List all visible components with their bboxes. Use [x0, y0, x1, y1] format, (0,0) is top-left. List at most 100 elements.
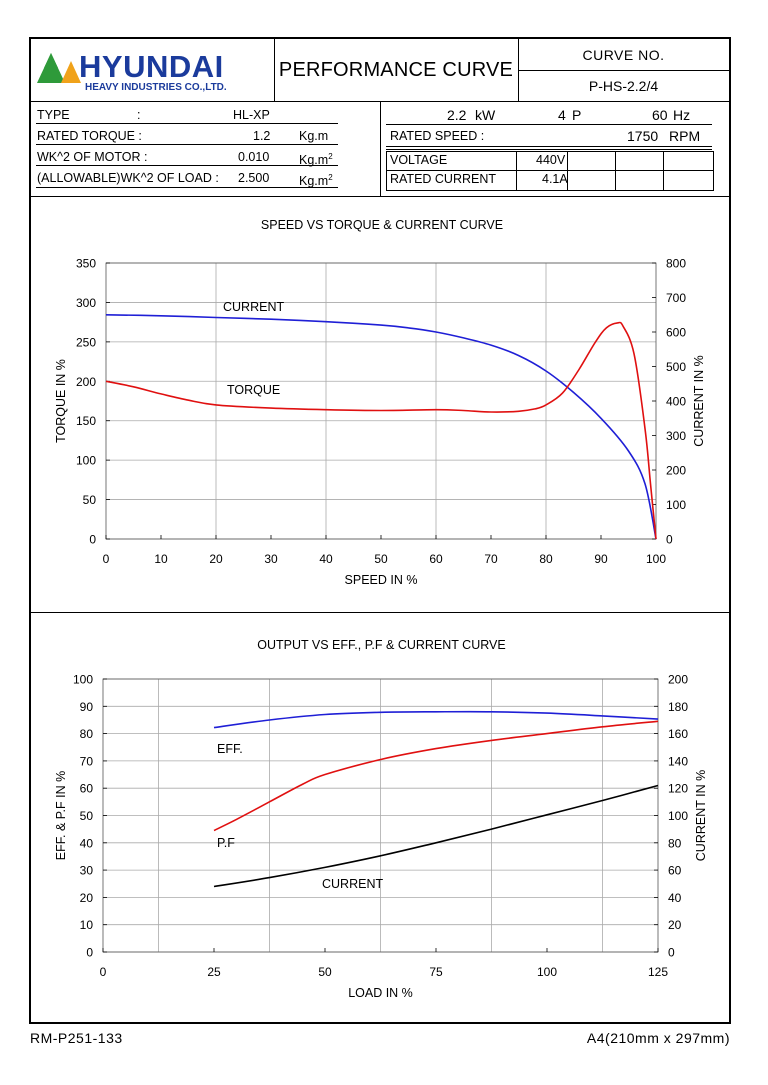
- chart-title: SPEED VS TORQUE & CURRENT CURVE: [261, 218, 503, 232]
- power-unit: kW: [475, 107, 496, 123]
- rated-speed-unit: RPM: [669, 128, 701, 144]
- y-tick-label: 150: [76, 414, 96, 428]
- y2-tick-label: 300: [666, 429, 686, 443]
- y2-tick-label: 40: [668, 891, 682, 905]
- series-annotation: TORQUE: [227, 383, 280, 397]
- chart-title: OUTPUT VS EFF., P.F & CURRENT CURVE: [257, 638, 505, 652]
- y-tick-label: 0: [86, 946, 93, 960]
- y2-tick-label: 160: [668, 727, 688, 741]
- y-tick-label: 80: [80, 727, 94, 741]
- electrical-col-3: [615, 151, 616, 190]
- y2-tick-label: 800: [666, 257, 686, 271]
- y-tick-label: 10: [80, 918, 94, 932]
- x-tick-label: 50: [318, 965, 332, 979]
- electrical-col-2: [567, 151, 568, 190]
- y-tick-label: 300: [76, 296, 96, 310]
- y-tick-label: 30: [80, 864, 94, 878]
- x-tick-label: 100: [646, 552, 666, 566]
- wk-motor-unit-text: Kg.m: [299, 153, 329, 168]
- y-axis-label: TORQUE IN %: [54, 359, 68, 443]
- y2-tick-label: 180: [668, 700, 688, 714]
- x-tick-label: 125: [648, 965, 668, 979]
- series-line-p-f: [213, 720, 659, 832]
- rated-torque-value: 1.2: [253, 129, 271, 143]
- x-tick-label: 50: [374, 552, 388, 566]
- y2-tick-label: 140: [668, 754, 688, 768]
- y2-tick-label: 400: [666, 395, 686, 409]
- voltage-value: 440V: [536, 153, 566, 167]
- x-tick-label: 30: [264, 552, 278, 566]
- y2-tick-label: 120: [668, 782, 688, 796]
- type-label: TYPE: [37, 108, 70, 122]
- rated-speed-value: 1750: [627, 128, 659, 144]
- y-tick-label: 250: [76, 335, 96, 349]
- rated-current-label: RATED CURRENT: [390, 172, 497, 186]
- output-eff-pf-current-chart: OUTPUT VS EFF., P.F & CURRENT CURVE 0 10 20…: [54, 638, 708, 1000]
- x-tick-label: 75: [429, 965, 443, 979]
- y2-tick-label: 200: [668, 673, 688, 687]
- y-tick-label: 70: [80, 754, 94, 768]
- y2-tick-label: 60: [668, 864, 682, 878]
- poles-value: 4: [558, 107, 566, 123]
- curve-no-value: P-HS-2.2/4: [588, 77, 659, 94]
- y-tick-label: 50: [83, 493, 97, 507]
- y-tick-label: 100: [73, 673, 93, 687]
- x-tick-label: 20: [209, 552, 223, 566]
- wk-load-value: 2.500: [238, 171, 270, 185]
- brand-subtitle: HEAVY INDUSTRIES CO.,LTD.: [85, 82, 227, 93]
- x-tick-label: 70: [484, 552, 498, 566]
- logo-cell: HYUNDAI HEAVY INDUSTRIES CO.,LTD.: [31, 39, 275, 101]
- y2-axis-label: CURRENT IN %: [692, 355, 706, 446]
- chart-separator: [31, 612, 729, 613]
- document-code: RM-P251-133: [30, 1030, 123, 1046]
- page-title: PERFORMANCE CURVE: [274, 39, 519, 101]
- x-tick-label: 25: [207, 965, 221, 979]
- frequency-value: 60: [652, 107, 668, 123]
- curve-no-label: CURVE NO.: [518, 39, 729, 71]
- wk-load-unit: Kg.m2: [299, 173, 333, 188]
- series-annotation: P.F: [217, 836, 235, 850]
- y2-tick-label: 80: [668, 836, 682, 850]
- series-line-eff: [213, 710, 659, 729]
- y-tick-label: 40: [80, 836, 94, 850]
- y2-tick-label: 600: [666, 326, 686, 340]
- rated-torque-label: RATED TORQUE :: [37, 129, 142, 143]
- x-tick-label: 100: [537, 965, 557, 979]
- electrical-table-midline: [386, 170, 713, 171]
- y2-tick-label: 20: [668, 918, 682, 932]
- y-tick-label: 100: [76, 454, 96, 468]
- wk-load-unit-sup: 2: [328, 173, 333, 182]
- wk-motor-label: WK^2 OF MOTOR :: [37, 150, 148, 164]
- y2-tick-label: 700: [666, 291, 686, 305]
- y-tick-label: 200: [76, 375, 96, 389]
- y-tick-label: 350: [76, 257, 96, 271]
- x-tick-label: 90: [594, 552, 608, 566]
- y-tick-label: 20: [80, 891, 94, 905]
- frequency-unit: Hz: [673, 107, 691, 123]
- x-tick-label: 80: [539, 552, 553, 566]
- wk-load-underline: [36, 187, 338, 188]
- spec-info: TYPE : HL-XP RATED TORQUE : 1.2 Kg.m WK^…: [31, 101, 729, 197]
- y2-tick-label: 200: [666, 464, 686, 478]
- rated-current-value: 4.1A: [542, 172, 568, 186]
- series-line-current: [213, 784, 659, 888]
- y-tick-label: 60: [80, 782, 94, 796]
- power-underline: [386, 124, 712, 125]
- wk-motor-value: 0.010: [238, 150, 270, 164]
- x-axis-label: SPEED IN %: [345, 573, 418, 587]
- paper-size: A4(210mm x 297mm): [586, 1030, 730, 1046]
- wk-load-label: (ALLOWABLE)WK^2 OF LOAD :: [37, 171, 219, 185]
- x-axis-label: LOAD IN %: [348, 986, 413, 1000]
- curve-number-cell: CURVE NO. P-HS-2.2/4: [518, 39, 729, 101]
- rated-torque-unit: Kg.m: [299, 129, 329, 143]
- hyundai-logo-icon: HYUNDAI HEAVY INDUSTRIES CO.,LTD.: [37, 49, 227, 93]
- x-tick-label: 10: [154, 552, 168, 566]
- series-line-torque: [105, 321, 657, 540]
- y2-tick-label: 0: [666, 533, 673, 547]
- series-line-current: [105, 314, 657, 540]
- x-tick-label: 0: [103, 552, 110, 566]
- type-value: HL-XP: [233, 108, 270, 122]
- y2-tick-label: 0: [668, 946, 675, 960]
- speed-torque-current-chart: SPEED VS TORQUE & CURRENT CURVE050100150…: [54, 218, 706, 587]
- y-tick-label: 50: [80, 809, 94, 823]
